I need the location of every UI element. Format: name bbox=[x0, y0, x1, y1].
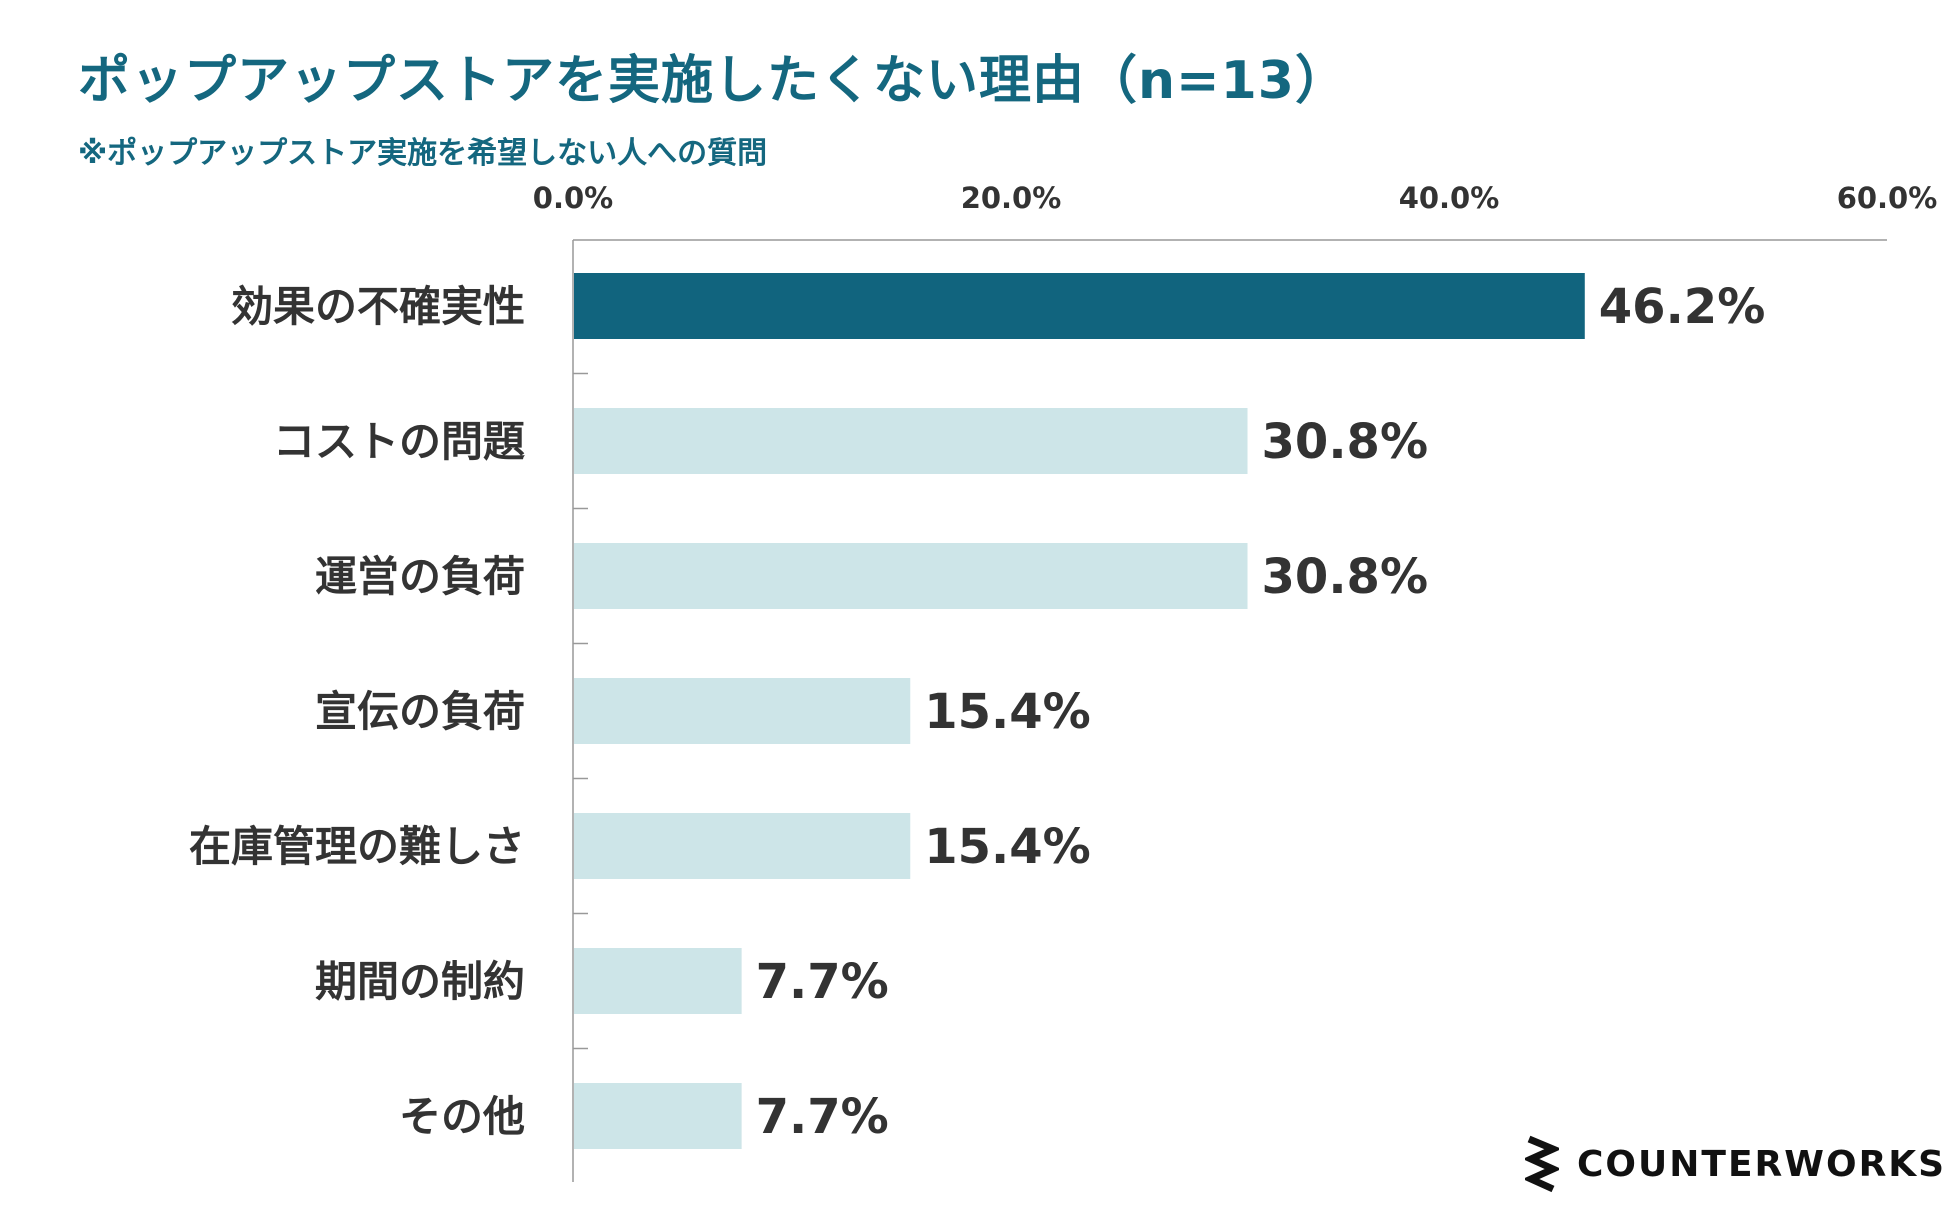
value-label: 7.7% bbox=[756, 954, 889, 1010]
bar bbox=[574, 1083, 742, 1149]
category-label: コストの問題 bbox=[273, 417, 525, 466]
bar bbox=[574, 543, 1248, 609]
chart-title: ポップアップストアを実施したくない理由（n=13） bbox=[78, 51, 1348, 111]
category-label: 運営の負荷 bbox=[315, 552, 525, 601]
x-tick-label: 40.0% bbox=[1399, 181, 1500, 215]
bar bbox=[574, 813, 911, 879]
category-label: 宣伝の負荷 bbox=[315, 687, 525, 736]
logo-mark-icon bbox=[1525, 1135, 1559, 1193]
value-label: 46.2% bbox=[1599, 279, 1766, 335]
value-label: 15.4% bbox=[924, 684, 1091, 740]
category-label: 期間の制約 bbox=[315, 957, 525, 1006]
chart-subtitle: ※ポップアップストア実施を希望しない人への質問 bbox=[78, 136, 768, 171]
bar bbox=[574, 408, 1248, 474]
value-label: 30.8% bbox=[1262, 414, 1429, 470]
counterworks-logo: COUNTERWORKS bbox=[1525, 1135, 1946, 1193]
logo-text: COUNTERWORKS bbox=[1577, 1143, 1947, 1185]
x-tick-label: 0.0% bbox=[533, 181, 613, 215]
category-label: 在庫管理の難しさ bbox=[189, 822, 525, 871]
category-label: 効果の不確実性 bbox=[231, 282, 525, 331]
value-label: 15.4% bbox=[924, 819, 1091, 875]
bar bbox=[574, 948, 742, 1014]
x-tick-label: 60.0% bbox=[1837, 181, 1938, 215]
bar bbox=[574, 678, 911, 744]
value-label: 7.7% bbox=[756, 1089, 889, 1145]
bar bbox=[574, 273, 1585, 339]
x-tick-label: 20.0% bbox=[961, 181, 1062, 215]
category-label: その他 bbox=[399, 1092, 525, 1141]
value-label: 30.8% bbox=[1262, 549, 1429, 605]
